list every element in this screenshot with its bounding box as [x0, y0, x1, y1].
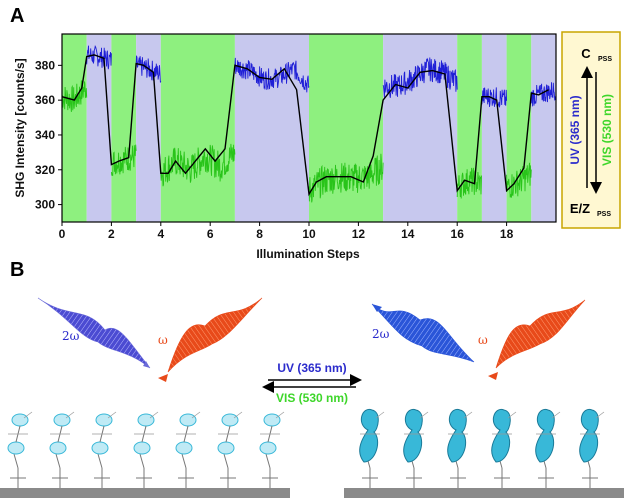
signal-segment-10 — [506, 162, 532, 198]
legend-box: C PSS UV (365 nm) VIS (530 nm) E/Z PSS — [561, 31, 621, 229]
open-molecule-5 — [217, 411, 243, 488]
legend-top-subscript: PSS — [598, 56, 612, 63]
x-tick-label: 8 — [256, 227, 263, 241]
x-tick-label: 12 — [352, 227, 366, 241]
signal-segment-8 — [456, 167, 482, 199]
band-uv-11 — [531, 34, 556, 222]
switch-uv-label: UV (365 nm) — [277, 361, 346, 375]
closed-molecule-4 — [535, 408, 561, 488]
legend-uv-text: UV (365 nm) — [568, 95, 582, 164]
omega-right-label: ω — [478, 333, 488, 347]
pulse-w-right — [488, 299, 586, 380]
open-molecule-2 — [91, 411, 117, 488]
signal-segment-2 — [110, 144, 137, 176]
signal-segment-0 — [61, 80, 88, 112]
x-axis-label: Illumination Steps — [256, 247, 360, 261]
signal-segment-3 — [135, 55, 162, 83]
omega-2-left-label: 2ω — [62, 329, 80, 343]
signal-segment-1 — [86, 44, 112, 70]
x-tick-label: 16 — [451, 227, 465, 241]
molecules-open-form — [7, 411, 285, 488]
y-tick-label: 300 — [35, 198, 55, 212]
closed-molecule-1 — [403, 408, 429, 488]
band-vis-4 — [160, 34, 235, 222]
open-molecule-6 — [259, 411, 285, 488]
shg-chart: 0 2 4 6 8 10 12 14 16 18 300 320 340 360 380 Illumina… — [13, 33, 557, 261]
y-tick-label: 320 — [35, 163, 55, 177]
x-tick-label: 6 — [207, 227, 214, 241]
x-tick-label: 4 — [157, 227, 164, 241]
fit-line — [61, 54, 549, 197]
open-molecule-0 — [7, 411, 33, 488]
legend-bottom-label: E/Z — [570, 201, 590, 216]
x-tick-label: 0 — [59, 227, 66, 241]
x-tick-label: 2 — [108, 227, 115, 241]
y-axis-ticks: 300 320 340 360 380 — [35, 58, 62, 212]
open-molecule-4 — [175, 411, 201, 488]
x-axis-ticks: 0 2 4 6 8 10 12 14 16 18 — [59, 222, 514, 241]
band-uv-5 — [234, 34, 309, 222]
signal-segment-6 — [308, 153, 384, 203]
y-tick-label: 360 — [35, 93, 55, 107]
band-uv-9 — [481, 34, 507, 222]
band-uv-1 — [86, 34, 112, 222]
closed-molecule-3 — [491, 408, 517, 488]
substrate-right — [344, 488, 624, 498]
y-axis-label: SHG Intensity [counts/s] — [13, 58, 27, 197]
signal-segment-11 — [530, 82, 557, 107]
open-molecule-1 — [49, 411, 75, 488]
band-uv-7 — [383, 34, 458, 222]
x-tick-label: 18 — [500, 227, 514, 241]
band-vis-2 — [111, 34, 137, 222]
shg-signal — [61, 44, 557, 203]
switch-vis-label: VIS (530 nm) — [276, 391, 348, 405]
band-vis-0 — [62, 34, 87, 222]
panel-a-label: A — [10, 5, 24, 27]
molecules-closed-form — [359, 408, 605, 488]
closed-molecule-5 — [579, 408, 605, 488]
legend-background — [561, 31, 621, 229]
panel-b-label: B — [10, 259, 24, 281]
x-tick-label: 10 — [302, 227, 316, 241]
pulse-2w-right — [371, 303, 475, 363]
signal-segment-5 — [234, 57, 310, 93]
y-tick-label: 380 — [35, 58, 55, 72]
closed-molecule-0 — [359, 408, 385, 488]
legend-bottom-subscript: PSS — [597, 211, 611, 218]
open-molecule-3 — [133, 411, 159, 488]
y-tick-label: 340 — [35, 128, 55, 142]
x-tick-label: 14 — [401, 227, 415, 241]
closed-molecule-2 — [447, 408, 473, 488]
substrate-left — [0, 488, 290, 498]
legend-vis-text: VIS (530 nm) — [600, 94, 614, 166]
legend-top-label: C — [581, 46, 591, 61]
signal-segment-7 — [382, 57, 458, 98]
omega-2-right-label: 2ω — [372, 327, 390, 341]
omega-left-label: ω — [158, 333, 168, 347]
pulse-2w-left — [37, 297, 151, 369]
pulse-w-left — [158, 297, 263, 382]
